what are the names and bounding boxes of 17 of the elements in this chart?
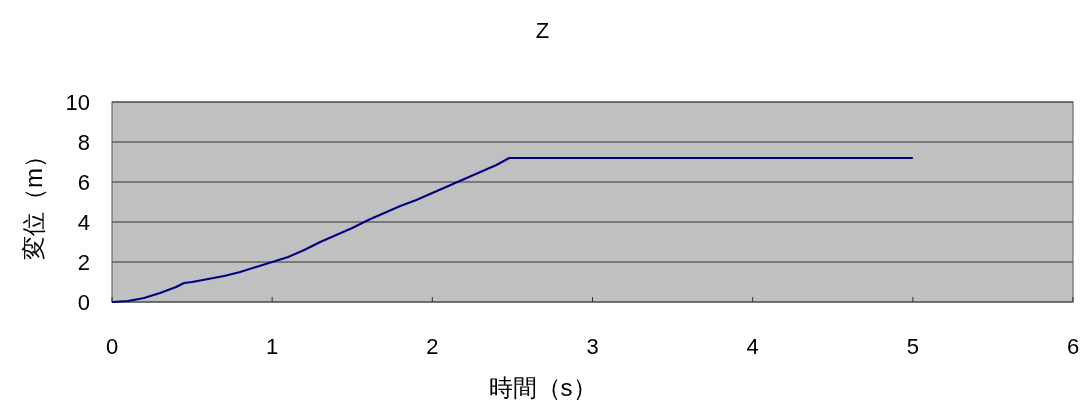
y-tick-label: 0 [77, 290, 90, 315]
y-tick-label: 6 [77, 170, 90, 195]
y-tick-label: 8 [77, 130, 90, 155]
x-tick-label: 1 [266, 334, 279, 359]
x-tick-label: 3 [586, 334, 599, 359]
x-tick-label: 0 [105, 334, 119, 359]
x-tick-label: 6 [1066, 334, 1080, 359]
x-tick-label: 4 [746, 334, 759, 359]
y-axis-title: 変位（m） [20, 144, 47, 260]
x-tick-label: 2 [426, 334, 439, 359]
y-tick-label: 4 [77, 210, 90, 235]
y-tick-label: 2 [77, 250, 90, 275]
x-tick-label: 5 [906, 334, 919, 359]
line-series [111, 157, 914, 303]
chart-title: Z [535, 18, 550, 43]
y-tick-label: 10 [65, 90, 90, 115]
x-axis-title: 時間（s） [488, 374, 597, 401]
